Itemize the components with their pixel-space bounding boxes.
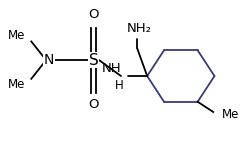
Text: Me: Me	[8, 29, 25, 42]
Text: NH₂: NH₂	[127, 22, 152, 35]
Text: N: N	[44, 53, 54, 67]
Text: H: H	[115, 80, 124, 92]
Text: O: O	[88, 8, 99, 21]
Text: Me: Me	[8, 78, 25, 91]
Text: NH: NH	[101, 62, 121, 75]
Text: Me: Me	[222, 108, 239, 121]
Text: S: S	[89, 53, 99, 68]
Text: O: O	[88, 98, 99, 111]
